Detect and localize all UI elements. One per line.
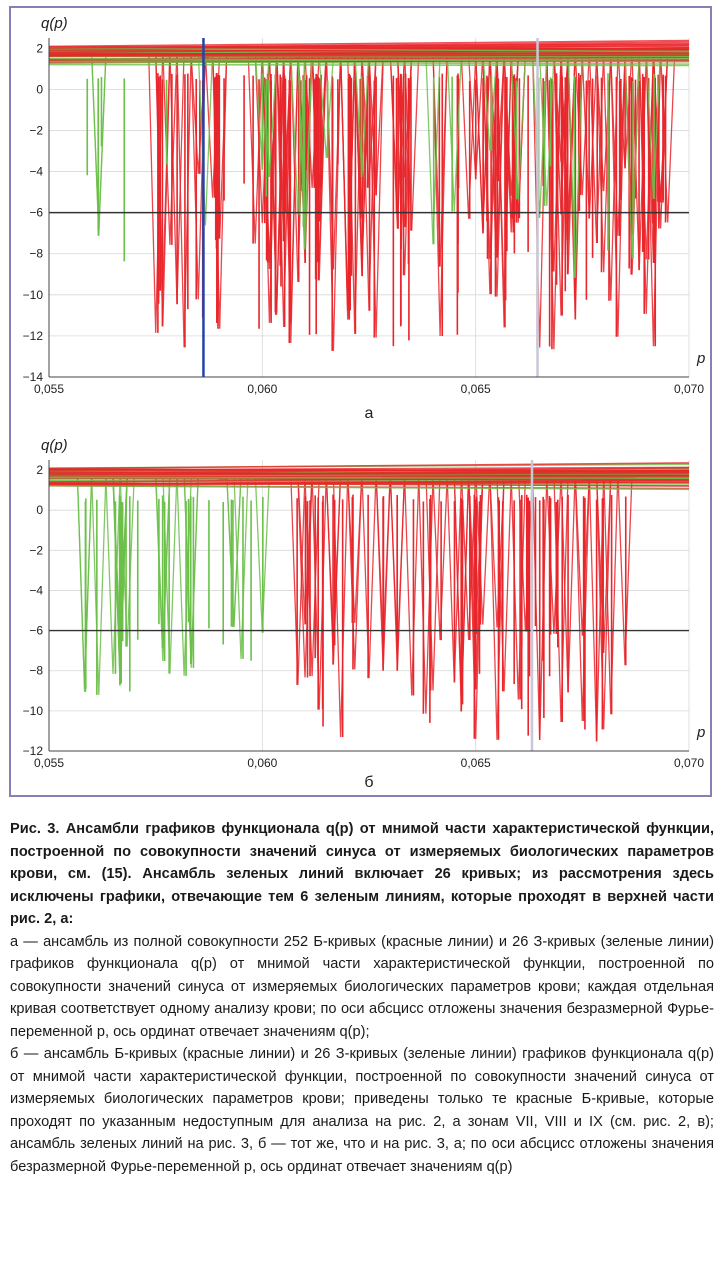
curve-top-bundle [48, 57, 690, 63]
curve-top-bundle [48, 485, 690, 491]
y-tick-label: 0 [36, 503, 43, 517]
y-tick-label: −12 [23, 744, 44, 758]
curve-top-bundle [48, 477, 690, 481]
y-tick-label: −10 [23, 704, 44, 718]
y-tick-label: 0 [36, 82, 43, 96]
x-tick-label: 0,065 [461, 382, 491, 396]
y-tick-label: 2 [36, 41, 43, 55]
y-tick-label: −4 [29, 583, 43, 597]
curve-top-bundle [48, 472, 690, 476]
x-tick-label: 0,070 [674, 756, 704, 770]
x-tick-label: 0,055 [34, 756, 64, 770]
figure-svg: 20−2−4−6−8−10−12−140,055 0,060 0,065 0,070q… [23, 15, 706, 791]
y-tick-label: −2 [29, 543, 43, 557]
caption-panel-b: б — ансамбль Б-кривых (красные линии) и … [10, 1046, 714, 1175]
caption-panel-a: а — ансамбль из полной совокупности 252 … [10, 933, 714, 1040]
y-tick-label: −6 [29, 624, 43, 638]
y-tick-label: −6 [29, 206, 43, 220]
y-tick-label: 2 [36, 463, 43, 477]
y-axis-label: q(p) [41, 15, 68, 32]
curve-top-bundle [48, 63, 690, 67]
curve-top-bundle [48, 60, 690, 65]
curve-top-bundle [48, 479, 690, 486]
panel-label: б [364, 774, 373, 791]
x-axis-label: p [696, 350, 705, 367]
x-tick-label: 0,060 [247, 756, 277, 770]
x-tick-label: 0,060 [247, 382, 277, 396]
curve-top-bundle [48, 46, 690, 51]
y-tick-label: −4 [29, 165, 43, 179]
x-axis-label: p [696, 724, 705, 741]
curve-top-bundle [48, 39, 690, 48]
y-tick-label: −8 [29, 664, 43, 678]
figure-caption: Рис. 3. Ансамбли графиков функционала q(… [10, 818, 714, 1178]
curve-top-bundle [48, 469, 690, 472]
x-tick-label: 0,070 [674, 382, 704, 396]
panel-label: а [365, 405, 374, 422]
x-tick-label: 0,065 [461, 756, 491, 770]
y-tick-label: −10 [23, 288, 44, 302]
curve-top-bundle [48, 462, 690, 470]
curve-top-bundle [48, 54, 690, 57]
x-tick-label: 0,055 [34, 382, 64, 396]
y-axis-label: q(p) [41, 437, 68, 454]
curve-top-bundle [48, 46, 690, 53]
y-tick-label: −12 [23, 329, 44, 343]
figure-frame: 2 0 −2 −4 −6 −8 −10 −12 −14 0,055 0,060 0,065 0,070 q… [9, 6, 712, 797]
y-tick-label: −14 [23, 370, 44, 384]
y-tick-label: −8 [29, 247, 43, 261]
y-tick-label: −2 [29, 123, 43, 137]
caption-heading: Рис. 3. Ансамбли графиков функционала q(… [10, 821, 714, 927]
